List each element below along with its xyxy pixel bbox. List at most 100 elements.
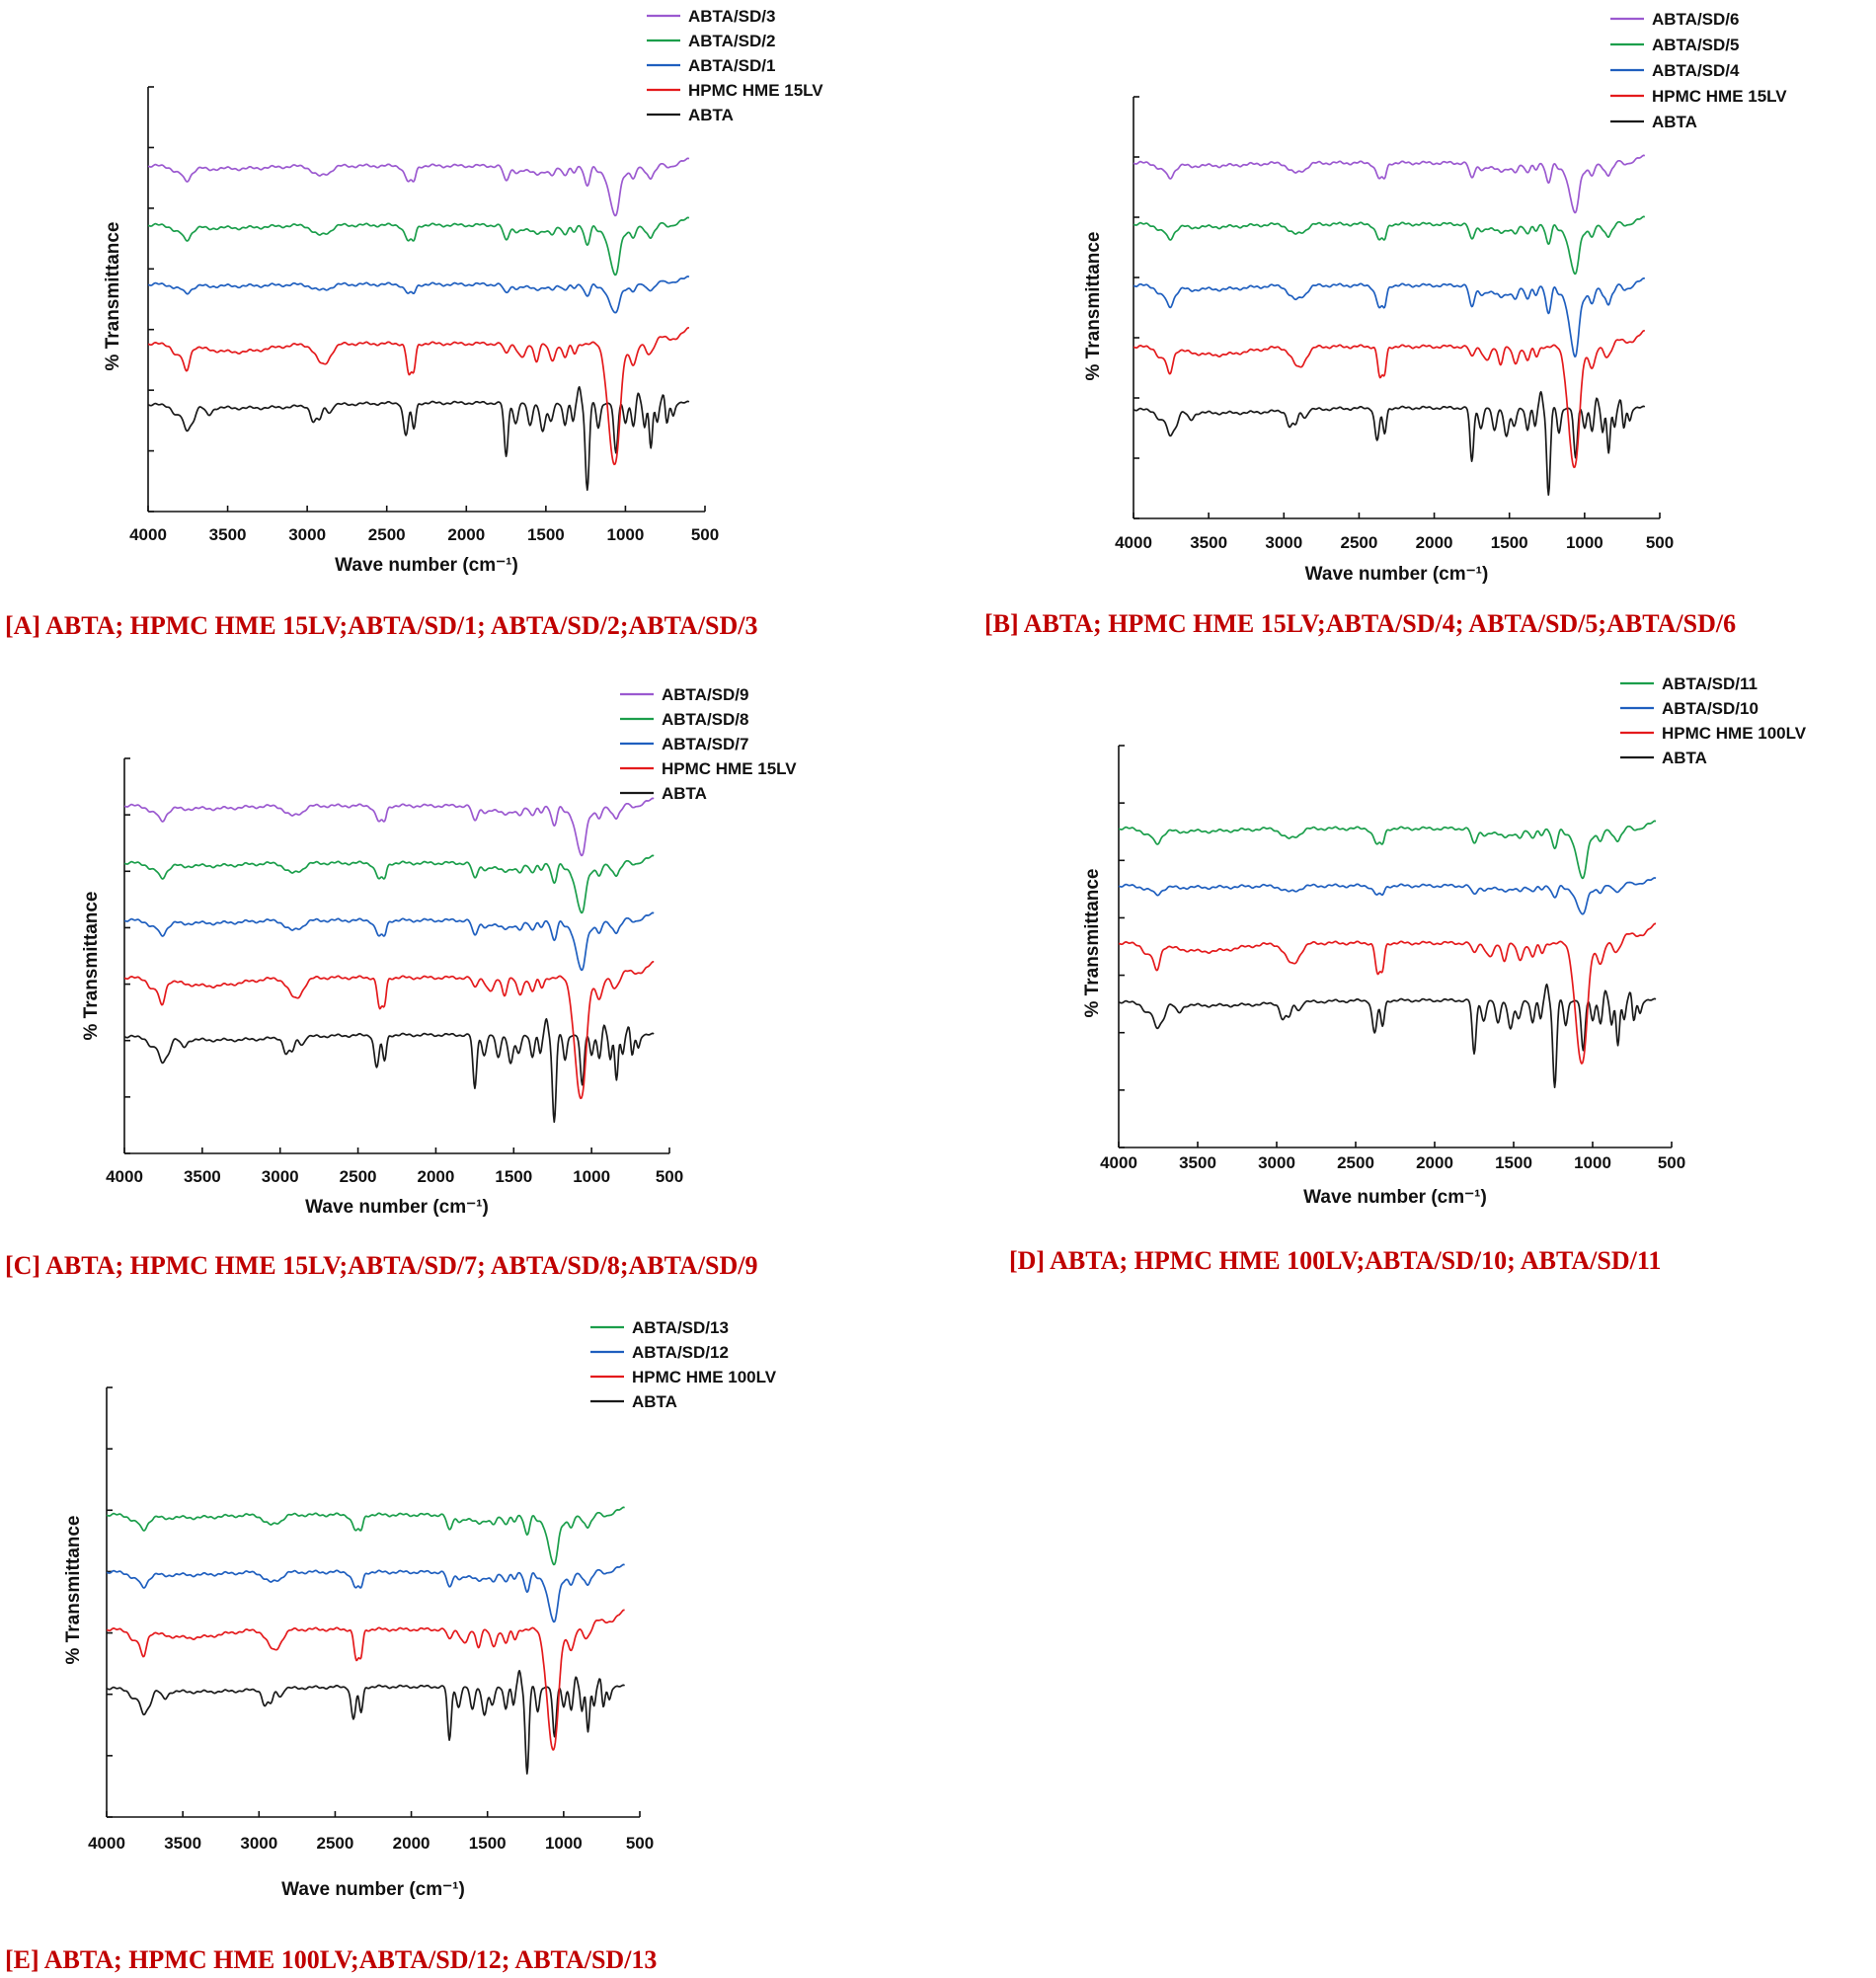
x-tick-label: 3000 <box>288 525 326 544</box>
y-axis-title: % Transmittance <box>81 892 102 1041</box>
x-tick-label: 3500 <box>209 525 247 544</box>
legend-entry: HPMC HME 15LV <box>1652 87 1787 106</box>
legend-entry: ABTA <box>1652 113 1697 131</box>
legend-entry: ABTA/SD/13 <box>632 1318 729 1337</box>
series-line-abta <box>1133 390 1646 496</box>
x-tick-label: 4000 <box>1100 1153 1137 1172</box>
x-tick-label: 4000 <box>88 1834 125 1853</box>
x-tick-label: 3500 <box>1179 1153 1216 1172</box>
x-tick-label: 3000 <box>1265 533 1302 552</box>
legend-entry: ABTA/SD/8 <box>662 710 748 729</box>
series-line-abta-sd-8 <box>123 854 655 914</box>
series-line-abta-sd-3 <box>147 157 690 217</box>
x-tick-label: 4000 <box>129 525 167 544</box>
y-axis-title: % Transmittance <box>1083 232 1104 381</box>
x-tick-label: 2000 <box>393 1834 430 1853</box>
panel-caption: [C] ABTA; HPMC HME 15LV;ABTA/SD/7; ABTA/… <box>5 1251 758 1280</box>
series-line-abta-sd-2 <box>147 216 690 277</box>
legend-entry: ABTA/SD/11 <box>1662 674 1758 693</box>
series-line-hpmc-hme-15lv <box>147 327 689 466</box>
series-line-hpmc-hme-100lv <box>106 1609 625 1751</box>
legend-entry: HPMC HME 15LV <box>662 759 797 778</box>
x-axis-title: Wave number (cm⁻¹) <box>1305 564 1489 585</box>
legend-entry: ABTA/SD/9 <box>662 685 748 704</box>
series-line-abta <box>123 1017 655 1123</box>
series-line-hpmc-hme-15lv <box>1133 330 1645 469</box>
chart-panel-c: 4000 3500 3000 2500 2000 1500 1000 500 Wave numb… <box>5 685 797 1280</box>
x-tick-label: 1500 <box>1491 533 1528 552</box>
x-tick-label: 2000 <box>447 525 485 544</box>
legend-entry: ABTA <box>688 106 734 124</box>
series-line-abta-sd-13 <box>106 1506 625 1566</box>
legend-entry: ABTA/SD/1 <box>688 56 775 75</box>
x-tick-label: 3500 <box>164 1834 201 1853</box>
x-tick-label: 500 <box>1658 1153 1685 1172</box>
x-tick-label: 500 <box>691 525 719 544</box>
legend-entry: HPMC HME 15LV <box>688 81 823 100</box>
series-line-abta-sd-6 <box>1133 154 1646 214</box>
x-tick-label: 4000 <box>1115 533 1152 552</box>
x-tick-label: 3500 <box>1190 533 1227 552</box>
legend-entry: ABTA/SD/12 <box>632 1343 729 1362</box>
legend-entry: ABTA/SD/5 <box>1652 36 1739 54</box>
legend-entry: ABTA <box>1662 749 1707 767</box>
x-tick-label: 2000 <box>418 1167 455 1186</box>
x-tick-label: 1500 <box>469 1834 507 1853</box>
panel-caption: [A] ABTA; HPMC HME 15LV;ABTA/SD/1; ABTA/… <box>5 611 758 640</box>
series-line-hpmc-hme-15lv <box>123 961 655 1100</box>
legend-entry: ABTA/SD/7 <box>662 735 748 753</box>
x-tick-label: 1000 <box>573 1167 610 1186</box>
series-line-hpmc-hme-100lv <box>1118 922 1657 1065</box>
legend-entry: ABTA/SD/6 <box>1652 10 1739 29</box>
x-axis-title: Wave number (cm⁻¹) <box>1303 1187 1487 1208</box>
x-tick-label: 500 <box>656 1167 683 1186</box>
x-tick-label: 1000 <box>545 1834 583 1853</box>
series-line-abta-sd-10 <box>1118 877 1657 915</box>
series-line-abta <box>106 1669 625 1775</box>
x-tick-label: 2500 <box>317 1834 354 1853</box>
x-tick-label: 2500 <box>1341 533 1378 552</box>
panel-caption: [D] ABTA; HPMC HME 100LV;ABTA/SD/10; ABT… <box>1009 1246 1661 1275</box>
x-tick-label: 1500 <box>1495 1153 1532 1172</box>
legend-entry: HPMC HME 100LV <box>1662 724 1807 743</box>
x-tick-label: 1000 <box>607 525 645 544</box>
legend-entry: HPMC HME 100LV <box>632 1368 777 1386</box>
series-line-abta-sd-12 <box>106 1563 625 1623</box>
x-tick-label: 3000 <box>240 1834 277 1853</box>
series-line-abta-sd-4 <box>1133 277 1646 358</box>
x-axis-title: Wave number (cm⁻¹) <box>305 1197 489 1218</box>
x-tick-label: 4000 <box>106 1167 143 1186</box>
x-tick-label: 1000 <box>1566 533 1603 552</box>
x-tick-label: 3000 <box>1258 1153 1295 1172</box>
y-axis-title: % Transmittance <box>103 222 123 371</box>
legend-entry: ABTA/SD/10 <box>1662 699 1759 718</box>
x-axis-title: Wave number (cm⁻¹) <box>335 555 518 576</box>
series-line-abta-sd-11 <box>1118 820 1657 880</box>
chart-panel-b: 4000 3500 3000 2500 2000 1500 1000 500 Wave numb… <box>984 10 1787 638</box>
series-line-abta-sd-7 <box>123 911 655 972</box>
series-line-abta <box>147 385 690 491</box>
x-tick-label: 2000 <box>1416 533 1453 552</box>
panel-caption: [B] ABTA; HPMC HME 15LV;ABTA/SD/4; ABTA/… <box>984 609 1736 638</box>
chart-panel-d: 4000 3500 3000 2500 2000 1500 1000 500 Wave numb… <box>1009 674 1807 1275</box>
x-tick-label: 500 <box>1646 533 1674 552</box>
y-axis-title: % Transmittance <box>1082 869 1103 1018</box>
x-axis-title: Wave number (cm⁻¹) <box>281 1879 465 1900</box>
x-tick-label: 2000 <box>1416 1153 1453 1172</box>
legend-entry: ABTA/SD/3 <box>688 7 775 26</box>
x-tick-label: 2500 <box>368 525 406 544</box>
legend-entry: ABTA/SD/4 <box>1652 61 1740 80</box>
x-tick-label: 3000 <box>262 1167 299 1186</box>
x-tick-label: 2500 <box>340 1167 377 1186</box>
x-tick-label: 500 <box>626 1834 654 1853</box>
x-tick-label: 2500 <box>1337 1153 1374 1172</box>
chart-panel-e: 4000 3500 3000 2500 2000 1500 1000 500 Wave numb… <box>5 1318 777 1974</box>
series-line-abta-sd-9 <box>123 797 655 857</box>
x-tick-label: 1500 <box>527 525 565 544</box>
series-line-abta <box>1118 983 1657 1088</box>
legend-entry: ABTA <box>662 784 707 803</box>
series-line-abta-sd-1 <box>147 276 690 314</box>
series-line-abta-sd-5 <box>1133 215 1646 276</box>
chart-panel-a: 4000 3500 3000 2500 2000 1500 1000 500 Wave numb… <box>5 7 823 640</box>
